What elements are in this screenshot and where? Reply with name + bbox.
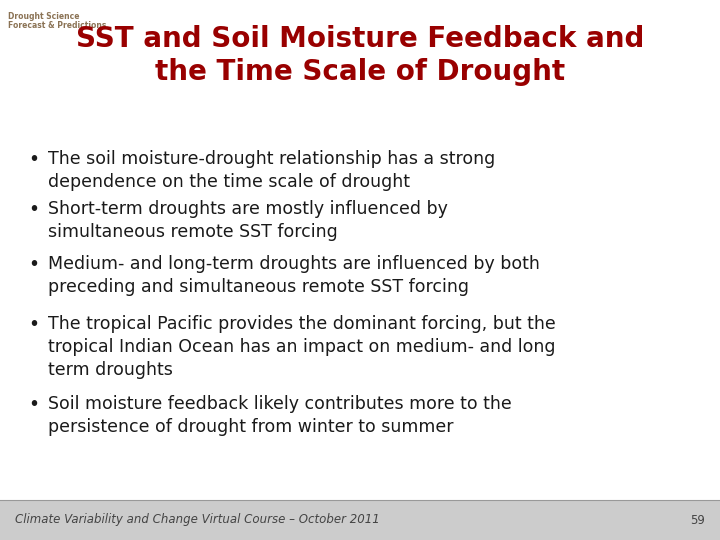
Text: •: •: [28, 150, 39, 169]
Bar: [0, 500, 720, 540]
Text: Forecast & Predictions: Forecast & Predictions: [8, 21, 107, 30]
Text: The tropical Pacific provides the dominant forcing, but the
tropical Indian Ocea: The tropical Pacific provides the domina…: [48, 315, 556, 379]
Text: SST and Soil Moisture Feedback and
the Time Scale of Drought: SST and Soil Moisture Feedback and the T…: [76, 25, 644, 86]
Text: •: •: [28, 395, 39, 414]
Text: The soil moisture-drought relationship has a strong
dependence on the time scale: The soil moisture-drought relationship h…: [48, 150, 495, 191]
Text: •: •: [28, 200, 39, 219]
Text: Drought Science: Drought Science: [8, 12, 79, 21]
Text: •: •: [28, 255, 39, 274]
Text: Soil moisture feedback likely contributes more to the
persistence of drought fro: Soil moisture feedback likely contribute…: [48, 395, 512, 436]
Text: Short-term droughts are mostly influenced by
simultaneous remote SST forcing: Short-term droughts are mostly influence…: [48, 200, 448, 241]
Text: •: •: [28, 315, 39, 334]
Text: Climate Variability and Change Virtual Course – October 2011: Climate Variability and Change Virtual C…: [15, 514, 379, 526]
Text: Medium- and long-term droughts are influenced by both
preceding and simultaneous: Medium- and long-term droughts are influ…: [48, 255, 540, 296]
Text: 59: 59: [690, 514, 705, 526]
